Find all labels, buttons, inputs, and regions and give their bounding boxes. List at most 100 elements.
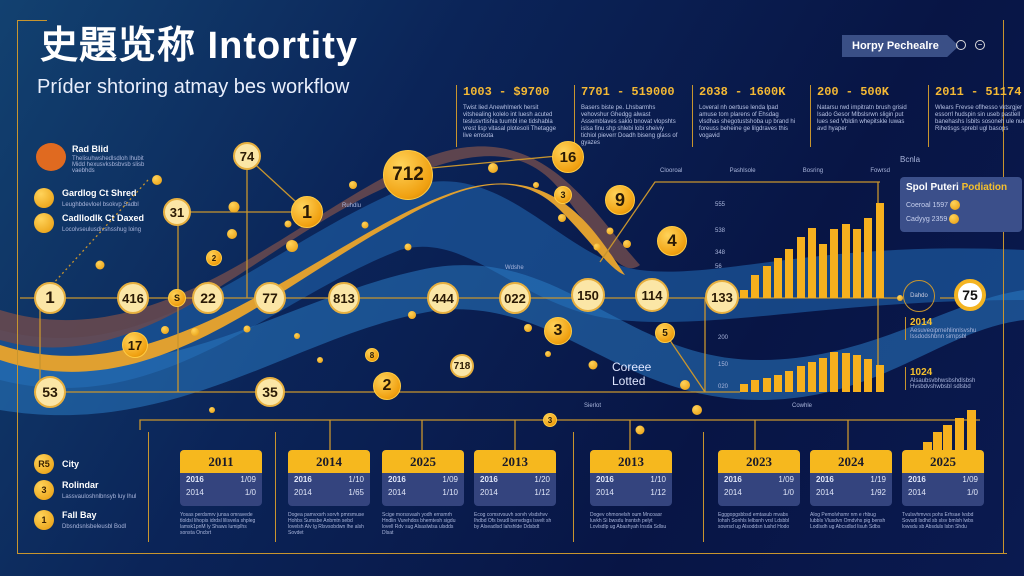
card-text: Dogea pamvxsrh sorvh pmrsmuse Hohbs Sums… xyxy=(288,512,365,536)
node[interactable]: 444 xyxy=(427,282,459,314)
node[interactable]: 718 xyxy=(450,354,474,378)
tick-label: 020 xyxy=(718,384,729,390)
node[interactable]: 16 xyxy=(552,141,584,173)
bar-upper xyxy=(785,248,794,298)
divider xyxy=(703,432,704,542)
card-row: 2016 1/09 xyxy=(718,473,800,486)
legend-text: Dbsndsnlsbeleusbl Bodl xyxy=(62,524,127,530)
node[interactable]: 22 xyxy=(192,282,224,314)
node[interactable]: S xyxy=(168,289,186,307)
center-label: Coreee Lotted xyxy=(612,360,651,388)
node[interactable]: 53 xyxy=(34,376,66,408)
card-cell: 1/65 xyxy=(348,488,364,497)
card-cell: 1/09 xyxy=(442,475,458,484)
node[interactable]: 133 xyxy=(705,280,739,314)
decor-dot xyxy=(593,243,601,251)
card-year: 2013 xyxy=(590,450,672,473)
node[interactable]: 8 xyxy=(365,348,379,362)
node[interactable]: 4 xyxy=(657,226,687,256)
card-row: 2014 1/0 xyxy=(718,486,800,499)
year-card[interactable]: 2023 2016 1/09 2014 1/0 xyxy=(718,450,800,506)
decor-dot xyxy=(606,227,614,235)
year-card[interactable]: 2013 2016 1/10 2014 1/12 xyxy=(590,450,672,506)
year-card[interactable]: 2014 2016 1/10 2014 1/65 xyxy=(288,450,370,506)
node[interactable]: 17 xyxy=(122,332,148,358)
range-label: 200 - 500K xyxy=(817,85,890,99)
legend-item: 3 Rolindar Lassvauloshnlbnsyb luy lhul xyxy=(34,480,136,500)
decor-dot xyxy=(524,324,532,332)
node[interactable]: 5 xyxy=(655,323,675,343)
badge-icon: 3 xyxy=(34,480,54,500)
node[interactable]: 1 xyxy=(291,196,323,228)
prediction-row: Coeroal 1597 xyxy=(906,200,1016,210)
node[interactable]: 1 xyxy=(34,282,66,314)
decor-dot xyxy=(361,221,369,229)
node[interactable]: 2 xyxy=(206,250,222,266)
legend-title: Cadllodlk Ct Daxed xyxy=(62,213,145,223)
year-card[interactable]: 2025 2016 1/09 2014 1/0 xyxy=(902,450,984,506)
node[interactable]: 3 xyxy=(543,413,557,427)
node-outline[interactable]: Dahdo xyxy=(903,280,935,312)
card-row: 2016 1/10 xyxy=(590,473,672,486)
node[interactable]: 31 xyxy=(163,198,191,226)
decor-dot xyxy=(692,405,702,415)
node-highlight[interactable]: 712 xyxy=(383,150,433,200)
node[interactable]: 3 xyxy=(544,317,572,345)
bar-lower xyxy=(841,352,850,392)
card-row: 2016 1/19 xyxy=(810,473,892,486)
year-card[interactable]: 2013 2016 1/20 2014 1/12 xyxy=(474,450,556,506)
col-label: Fowrsd xyxy=(870,168,890,174)
tick-label: 56 xyxy=(715,264,722,270)
year-card[interactable]: 2011 2016 1/09 2014 1/0 xyxy=(180,450,262,506)
bar-upper xyxy=(796,237,805,298)
card-text: Scige morssvash yodh ernsmrh Hndlin Vure… xyxy=(382,512,456,536)
clock-icon[interactable] xyxy=(956,40,966,50)
node[interactable]: 813 xyxy=(328,282,360,314)
decor-dot xyxy=(284,220,292,228)
card-cell: 1/10 xyxy=(442,488,458,497)
bar-lower xyxy=(864,359,873,392)
coin-icon xyxy=(34,188,54,208)
card-text: Alog Pemolvhsmr nm e rhbug lubbls Vlusdv… xyxy=(810,512,886,530)
badge-button[interactable]: Horpy Pechealre xyxy=(842,35,959,57)
card-text: Tvulsvhmvvs pohs Erhsae lvsbd Sovsdl Isd… xyxy=(902,512,974,530)
frame-right xyxy=(1003,20,1004,554)
range-text: Twist lied Anewhlmerk hersit vitshealing… xyxy=(463,105,556,139)
node[interactable]: 416 xyxy=(117,282,149,314)
node[interactable]: 150 xyxy=(571,278,605,312)
year-card[interactable]: 2024 2016 1/19 2014 1/92 xyxy=(810,450,892,506)
card-cell: 1/92 xyxy=(870,488,886,497)
prediction-panel: Spol Puteri Podiation Coeroal 1597 Cadyy… xyxy=(900,177,1022,232)
node[interactable]: 9 xyxy=(605,185,635,215)
node[interactable]: 77 xyxy=(254,282,286,314)
bar-upper xyxy=(740,290,748,298)
decor-dot xyxy=(228,201,240,213)
node[interactable]: 3 xyxy=(554,186,572,204)
node[interactable]: 022 xyxy=(499,282,531,314)
bar-lower xyxy=(807,361,816,392)
year-card[interactable]: 2025 2016 1/09 2014 1/10 xyxy=(382,450,464,506)
node[interactable]: 35 xyxy=(255,377,285,407)
card-cell: 2016 xyxy=(388,475,406,484)
tick-label: 538 xyxy=(715,228,726,234)
card-row: 2014 1/65 xyxy=(288,486,370,499)
legend-text: Leughbdevloel bsokvp Sadbl xyxy=(62,202,139,208)
decor-dot xyxy=(95,260,105,270)
node[interactable]: 75 xyxy=(954,279,986,311)
legend-item: Cadllodlk Ct Daxed Locolvseulusdivshsshug… xyxy=(34,213,144,233)
bar-upper xyxy=(864,218,873,298)
card-cell: 2014 xyxy=(724,488,742,497)
prediction-row-text: Coeroal 1597 xyxy=(906,201,949,209)
tick-label: 555 xyxy=(715,202,726,208)
card-cell: 2014 xyxy=(186,488,204,497)
minus-icon[interactable]: − xyxy=(975,40,985,50)
node[interactable]: 2 xyxy=(373,372,401,400)
card-year: 2024 xyxy=(810,450,892,473)
card-text: Dogev ohmonelsh oum Mncoasr luvkh Si bws… xyxy=(590,512,667,530)
node[interactable]: 74 xyxy=(233,142,261,170)
col-label: Pashlsole xyxy=(729,168,756,174)
node[interactable]: 114 xyxy=(635,278,669,312)
bar-upper xyxy=(807,227,816,298)
decor-dot xyxy=(294,333,300,339)
card-row: 2014 1/0 xyxy=(902,486,984,499)
